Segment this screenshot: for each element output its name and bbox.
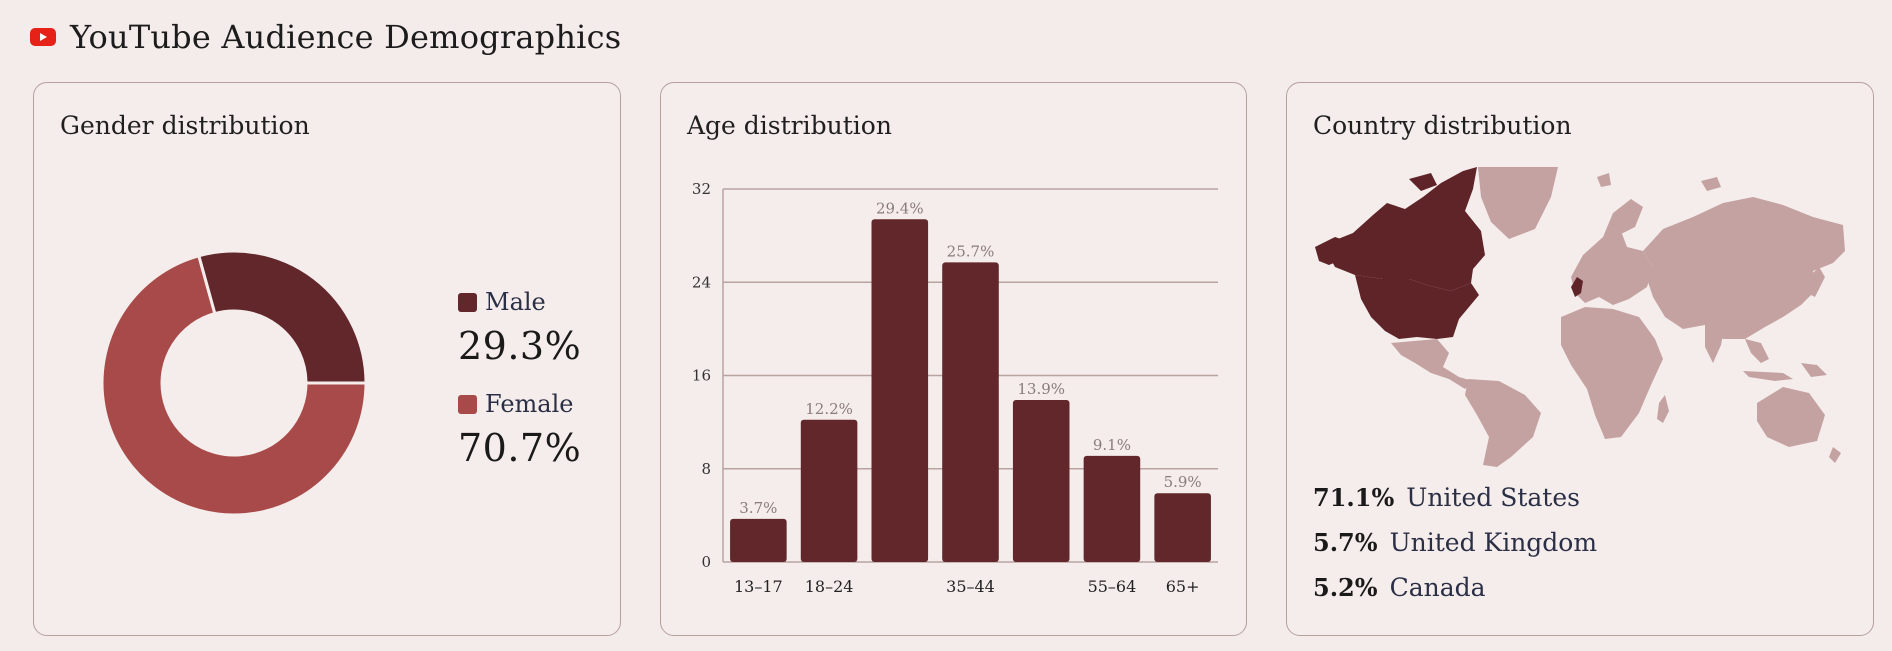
world-map-base [1391, 167, 1845, 467]
y-tick-label: 24 [692, 273, 711, 291]
legend-swatch-female [458, 394, 477, 414]
country-name: United Kingdom [1389, 528, 1598, 557]
y-tick-label: 32 [692, 180, 711, 198]
bar-data-label: 25.7% [947, 242, 995, 260]
gender-legend: Male 29.3% Female 70.7% [458, 288, 581, 492]
country-name: United States [1406, 483, 1580, 512]
bar-data-label: 12.2% [805, 400, 853, 418]
bar-25–34 [871, 219, 929, 562]
world-map-highlight [1315, 167, 1583, 339]
bar-data-label: 29.4% [876, 199, 924, 217]
x-tick-label: 65+ [1166, 577, 1200, 596]
country-percent: 5.2% [1313, 573, 1378, 602]
legend-item-male: Male [458, 288, 581, 316]
age-card-title: Age distribution [687, 111, 892, 140]
country-percent: 71.1% [1313, 483, 1395, 512]
country-row: 5.7% United Kingdom [1313, 528, 1597, 573]
legend-label-male: Male [485, 288, 546, 316]
x-tick-label: 18–24 [805, 577, 854, 596]
bar-data-label: 3.7% [739, 499, 777, 517]
age-bar-chart: 0 8 16 24 32 3.7% 13–17 12.2% 18–24 29.4% 25.7% 35–… [692, 180, 1218, 596]
country-percent: 5.7% [1313, 528, 1378, 557]
legend-value-female: 70.7% [458, 426, 582, 470]
bar-45–54 [1012, 399, 1070, 562]
legend-item-female: Female [458, 390, 581, 418]
donut-slice-male [196, 249, 368, 385]
page-title: YouTube Audience Demographics [70, 18, 622, 56]
x-tick-label: 35–44 [946, 577, 995, 596]
country-name: Canada [1389, 573, 1486, 602]
bar-data-label: 13.9% [1017, 380, 1065, 398]
x-tick-label: 13–17 [734, 577, 783, 596]
legend-value-male: 29.3% [458, 324, 582, 368]
bar-data-label: 5.9% [1164, 473, 1202, 491]
bar-65+ [1154, 493, 1211, 562]
y-tick-label: 0 [701, 553, 711, 571]
world-map [1315, 167, 1845, 467]
bar-55–64 [1083, 455, 1141, 562]
y-tick-label: 16 [692, 367, 711, 385]
bar-18–24 [800, 419, 858, 562]
country-card-title: Country distribution [1313, 111, 1572, 140]
gender-card: Gender distribution Male 29.3% Female 70… [33, 82, 621, 636]
legend-swatch-male [458, 292, 477, 312]
bar-13–17 [730, 518, 787, 562]
country-list: 71.1% United States 5.7% United Kingdom … [1313, 483, 1597, 618]
country-row: 71.1% United States [1313, 483, 1597, 528]
y-tick-label: 8 [701, 460, 711, 478]
gender-card-title: Gender distribution [60, 111, 310, 140]
bar-data-label: 9.1% [1093, 436, 1131, 454]
bar-35–44 [942, 262, 999, 562]
donut-slice-female [100, 253, 368, 517]
age-card: Age distribution 0 8 16 24 32 3.7% 13–17 12.2% 1… [660, 82, 1247, 636]
country-card: Country distribution [1286, 82, 1874, 636]
gender-donut-chart [100, 249, 368, 517]
country-row: 5.2% Canada [1313, 573, 1597, 618]
page-header: YouTube Audience Demographics [30, 14, 621, 60]
youtube-play-icon [30, 28, 56, 46]
legend-label-female: Female [485, 390, 574, 418]
x-tick-label: 55–64 [1088, 577, 1137, 596]
